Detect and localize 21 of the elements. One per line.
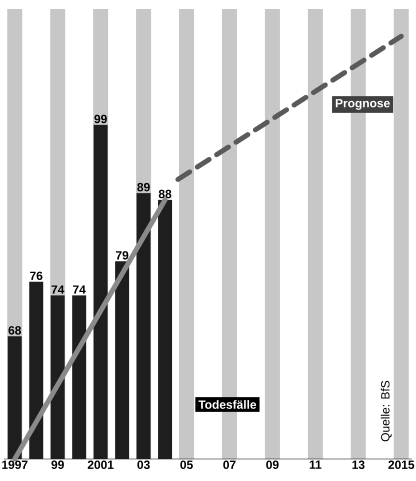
x-tick-label: 05 (180, 460, 193, 469)
x-tick-label: 07 (223, 460, 236, 469)
x-tick-label: 03 (137, 460, 150, 470)
x-tick-label: 2001 (88, 460, 114, 469)
data-label: 89 (137, 182, 150, 192)
data-label: 99 (94, 114, 107, 124)
annotation: Quelle: BfS (380, 380, 392, 442)
x-tick-label: 2015 (388, 460, 414, 469)
x-tick-label: 13 (352, 460, 365, 470)
data-label: 79 (116, 251, 128, 260)
text: Todesfälle (198, 400, 256, 409)
series-label: Prognose (336, 99, 390, 110)
data-label: 76 (30, 272, 42, 280)
data-label: 88 (158, 190, 172, 198)
data-label: 68 (8, 326, 22, 335)
data-label: 74 (52, 285, 64, 294)
x-tick-label: 11 (310, 460, 322, 469)
data-label: 74 (73, 285, 86, 294)
x-tick-label: 99 (51, 460, 64, 469)
x-tick-label: 1997 (2, 460, 28, 469)
x-tick-label: 09 (266, 460, 279, 469)
